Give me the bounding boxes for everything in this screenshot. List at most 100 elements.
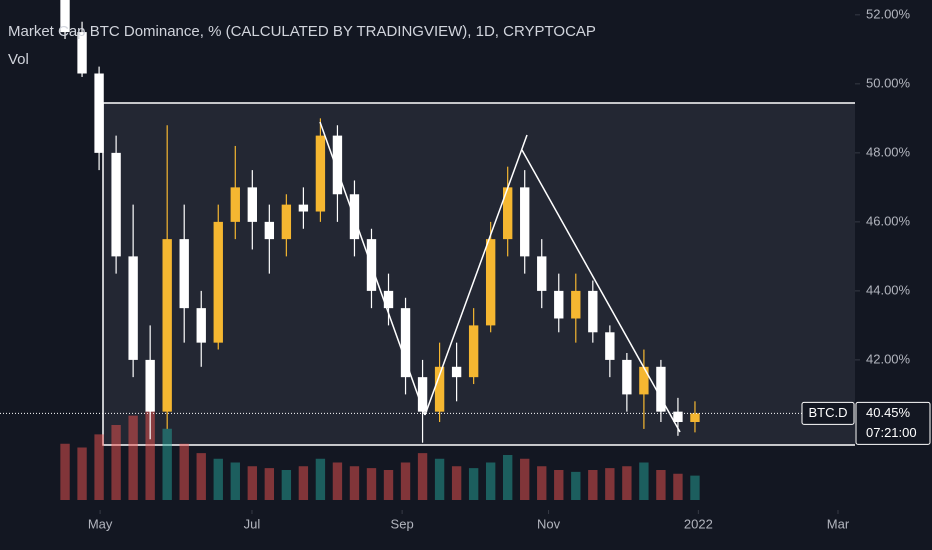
volume-bar	[298, 466, 309, 500]
y-tick-label: 46.00%	[866, 213, 911, 228]
x-tick-label: Sep	[391, 516, 414, 531]
candle-body	[281, 204, 292, 240]
price-axis	[855, 0, 932, 550]
candle-body	[656, 366, 666, 412]
candle-body	[468, 325, 479, 378]
volume-bar	[196, 453, 206, 500]
y-tick-label: 42.00%	[866, 351, 911, 366]
candle-body	[673, 411, 683, 423]
candle-body	[213, 221, 223, 343]
candle-body	[298, 204, 309, 212]
candle-body	[537, 256, 547, 291]
candle-body	[571, 290, 581, 319]
volume-bar	[605, 468, 615, 500]
candle-body	[111, 152, 121, 257]
trend-line	[424, 134, 528, 416]
plot-area	[60, 0, 700, 500]
candle-body	[622, 359, 632, 395]
volume-bar	[571, 471, 581, 500]
volume-bar	[520, 458, 530, 500]
candle-body	[520, 187, 530, 257]
volume-bar	[264, 468, 275, 500]
volume-bar	[179, 443, 189, 500]
volume-bar	[247, 466, 257, 500]
last-price-label: 40.45%	[866, 405, 911, 420]
volume-bar	[383, 470, 394, 500]
candle-body	[94, 73, 104, 153]
volume-bar	[77, 447, 87, 500]
volume-bar	[690, 475, 700, 500]
volume-bar	[485, 462, 496, 500]
volume-bar	[588, 470, 598, 500]
volume-bar	[213, 458, 223, 500]
x-tick-label: 2022	[684, 516, 713, 531]
volume-bar	[468, 468, 479, 500]
trend-lines	[319, 121, 681, 433]
candle-body	[588, 290, 598, 333]
chart-title: Market Cap BTC Dominance, % (CALCULATED …	[8, 23, 596, 40]
candle-body	[145, 359, 155, 412]
volume-bar	[434, 458, 445, 500]
volume-bar	[332, 462, 343, 500]
candle-body	[417, 377, 428, 412]
x-tick-label: May	[88, 516, 113, 531]
candle-body	[247, 187, 257, 222]
y-tick-label: 44.00%	[866, 282, 911, 297]
volume-bar	[673, 473, 683, 500]
volume-bar	[537, 466, 547, 500]
volume-bar	[60, 443, 70, 500]
volume-bar	[639, 462, 649, 500]
countdown: 07:21:00	[866, 425, 917, 440]
price-tag-bg	[855, 401, 931, 445]
candle-body	[605, 332, 615, 360]
candle-body	[639, 366, 649, 395]
volume-bar	[145, 410, 155, 500]
x-tick-label: Mar	[827, 516, 850, 531]
volume-bar	[128, 415, 138, 500]
volume-bar	[111, 425, 121, 500]
candle-body	[383, 290, 394, 309]
volume-bar	[656, 470, 666, 500]
symbol-tag: BTC.D	[809, 405, 848, 420]
trend-line	[521, 149, 681, 433]
x-tick-label: Nov	[537, 516, 561, 531]
candle-body	[332, 135, 343, 195]
y-tick-label: 48.00%	[866, 144, 911, 159]
volume-bar	[503, 455, 513, 500]
trend-line	[319, 121, 426, 416]
candle-body	[400, 308, 411, 378]
candle-body	[434, 366, 445, 412]
volume-bar	[349, 466, 360, 500]
volume-label: Vol	[8, 51, 29, 68]
volume-bar	[554, 470, 564, 500]
volume-bar	[622, 466, 632, 500]
candle-body	[162, 239, 172, 412]
candle-body	[554, 290, 564, 319]
candle-body	[264, 221, 275, 240]
volume-bar	[162, 428, 172, 500]
candle-body	[690, 413, 700, 423]
symbol-tag-bg	[801, 401, 855, 425]
volume-bar	[281, 470, 292, 500]
candle-body	[60, 0, 70, 33]
volume-bar	[315, 458, 326, 500]
x-tick-label: Jul	[244, 516, 261, 531]
candle-body	[485, 239, 496, 326]
volume-bar	[94, 434, 104, 500]
candle-body	[179, 239, 189, 309]
candle-body	[77, 32, 87, 74]
candle-body	[315, 135, 326, 212]
candle-body	[503, 187, 513, 240]
volume-bar	[366, 468, 377, 500]
volume-bar	[417, 453, 428, 500]
y-tick-label: 50.00%	[866, 75, 911, 90]
candle-body	[196, 308, 206, 343]
candle-body	[451, 366, 462, 378]
candle-body	[128, 256, 138, 360]
volume-bar	[400, 462, 411, 500]
candle-body	[230, 187, 240, 222]
volume-bar	[451, 466, 462, 500]
y-tick-label: 52.00%	[866, 6, 911, 21]
